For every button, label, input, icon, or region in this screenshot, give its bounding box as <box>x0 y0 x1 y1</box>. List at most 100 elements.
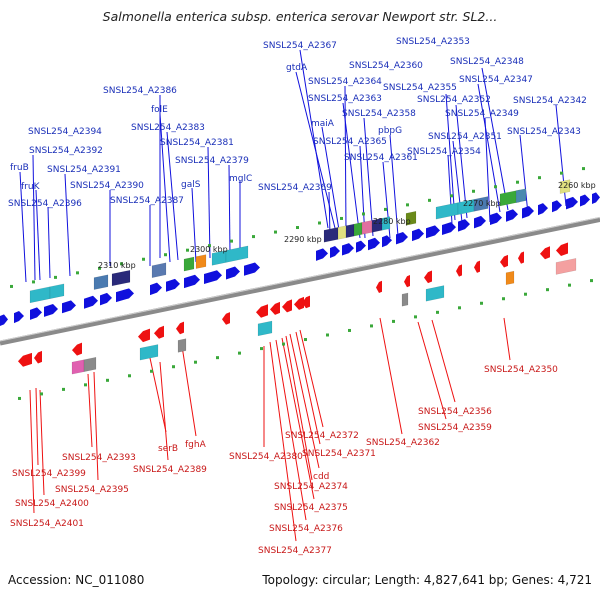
gene-label[interactable]: SNSL254_A2369 <box>258 183 332 193</box>
reverse-cds <box>18 352 32 367</box>
cog-block <box>473 196 489 212</box>
gene-label[interactable]: SNSL254_A2393 <box>62 453 136 463</box>
gene-label[interactable]: SNSL254_A2396 <box>8 199 82 209</box>
cog-block <box>177 338 187 353</box>
gene-label[interactable]: SNSL254_A2400 <box>15 499 89 509</box>
label-connector <box>477 83 501 213</box>
gene-label[interactable]: SNSL254_A2355 <box>383 83 457 93</box>
gene-label[interactable]: folE <box>151 105 168 115</box>
gene-label[interactable]: SNSL254_A2395 <box>55 485 129 495</box>
map-title: Salmonella enterica subsp. enterica sero… <box>102 9 498 24</box>
cog-block <box>555 258 577 275</box>
forward-cds <box>566 196 578 210</box>
gene-label[interactable]: SNSL254_A2394 <box>28 127 102 137</box>
reverse-cds <box>556 242 568 256</box>
accession-text: Accession: NC_011080 <box>8 573 145 587</box>
gene-label[interactable]: pbpG <box>378 126 402 136</box>
forward-cds <box>100 292 112 306</box>
label-connector <box>281 337 315 500</box>
gene-label[interactable]: mglC <box>229 174 252 184</box>
gene-label[interactable]: SNSL254_A2374 <box>274 482 348 492</box>
gene-label[interactable]: fghA <box>185 440 207 450</box>
label-connector <box>87 373 93 448</box>
gene-label[interactable]: SNSL254_A2383 <box>131 123 205 133</box>
reverse-cds <box>540 246 550 260</box>
gene-label[interactable]: SNSL254_A2364 <box>308 77 382 87</box>
gene-label[interactable]: SNSL254_A2365 <box>313 137 387 147</box>
feature-marker <box>208 244 211 248</box>
cog-block <box>405 210 417 226</box>
gene-label[interactable]: SNSL254_A2389 <box>133 465 207 475</box>
label-connector <box>344 85 347 233</box>
gene-label[interactable]: fruB <box>10 163 29 173</box>
gene-label[interactable]: SNSL254_A2350 <box>484 365 558 375</box>
cog-block <box>559 179 571 194</box>
gene-label[interactable]: SNSL254_A2359 <box>418 423 492 433</box>
feature-marker <box>436 310 439 314</box>
feature-marker <box>494 185 497 189</box>
label-connector <box>93 371 99 481</box>
gene-label[interactable]: SNSL254_A2399 <box>12 469 86 479</box>
gene-label[interactable]: SNSL254_A2361 <box>344 153 418 163</box>
gene-label[interactable]: fruK <box>21 182 41 192</box>
gene-label[interactable]: SNSL254_A2391 <box>47 165 121 175</box>
feature-marker <box>10 284 13 288</box>
gene-label[interactable]: SNSL254_A2381 <box>160 138 234 148</box>
gene-label[interactable]: SNSL254_A2362 <box>366 438 440 448</box>
gene-label[interactable]: SNSL254_A2390 <box>70 181 144 191</box>
gene-label[interactable]: SNSL254_A2342 <box>513 96 587 106</box>
gene-label[interactable]: SNSL254_A2356 <box>418 407 492 417</box>
forward-cds <box>316 248 328 261</box>
forward-cds <box>62 300 76 314</box>
gene-label[interactable]: SNSL254_A2367 <box>263 41 337 51</box>
feature-marker <box>348 328 351 332</box>
feature-marker <box>516 180 519 184</box>
gene-label[interactable]: serB <box>158 444 178 454</box>
gene-label[interactable]: galS <box>181 180 201 190</box>
label-connector <box>275 339 307 521</box>
feature-marker <box>296 226 299 230</box>
gene-label[interactable]: SNSL254_A2379 <box>175 156 249 166</box>
feature-marker <box>582 167 585 171</box>
gene-label[interactable]: SNSL254_A2349 <box>445 109 519 119</box>
cog-block <box>345 223 355 239</box>
gene-label[interactable]: SNSL254_A2343 <box>507 127 581 137</box>
gene-label[interactable]: SNSL254_A2353 <box>396 37 470 47</box>
gene-label[interactable]: cdd <box>313 472 329 482</box>
gene-label[interactable]: SNSL254_A2376 <box>269 524 343 534</box>
label-connector <box>379 317 403 435</box>
feature-marker <box>326 333 329 337</box>
gene-label[interactable]: SNSL254_A2352 <box>417 95 491 105</box>
cog-block <box>401 292 409 307</box>
gene-label[interactable]: SNSL254_A2375 <box>274 503 348 513</box>
gene-label[interactable]: SNSL254_A2363 <box>308 94 382 104</box>
feature-marker <box>480 301 483 305</box>
gene-label[interactable]: SNSL254_A2348 <box>450 57 524 67</box>
gene-label[interactable]: SNSL254_A2371 <box>302 449 376 459</box>
reverse-cds <box>294 296 304 310</box>
gene-label[interactable]: SNSL254_A2392 <box>29 146 103 156</box>
gene-label[interactable]: gtdA <box>286 63 308 73</box>
label-connector <box>29 389 35 514</box>
gene-label[interactable]: SNSL254_A2386 <box>103 86 177 96</box>
label-connector <box>295 71 336 229</box>
reverse-cds <box>270 301 280 315</box>
gene-label[interactable]: SNSL254_A2401 <box>10 519 84 529</box>
gene-label[interactable]: SNSL254_A2354 <box>407 147 481 157</box>
gene-label[interactable]: SNSL254_A2360 <box>349 61 423 71</box>
feature-marker <box>84 383 87 387</box>
gene-label[interactable]: SNSL254_A2347 <box>459 75 533 85</box>
feature-marker <box>406 203 409 207</box>
gene-label[interactable]: SNSL254_A2387 <box>110 196 184 206</box>
gene-label[interactable]: SNSL254_A2372 <box>285 431 359 441</box>
gene-label[interactable]: SNSL254_A2380 <box>229 452 303 462</box>
forward-cds <box>44 304 58 317</box>
gene-label[interactable]: SNSL254_A2351 <box>428 132 502 142</box>
gene-label[interactable]: maiA <box>311 119 335 129</box>
gene-label[interactable]: SNSL254_A2358 <box>342 109 416 119</box>
forward-cds <box>150 282 162 296</box>
feature-marker <box>568 283 571 287</box>
gene-label[interactable]: SNSL254_A2377 <box>258 546 332 556</box>
feature-marker <box>230 239 233 243</box>
